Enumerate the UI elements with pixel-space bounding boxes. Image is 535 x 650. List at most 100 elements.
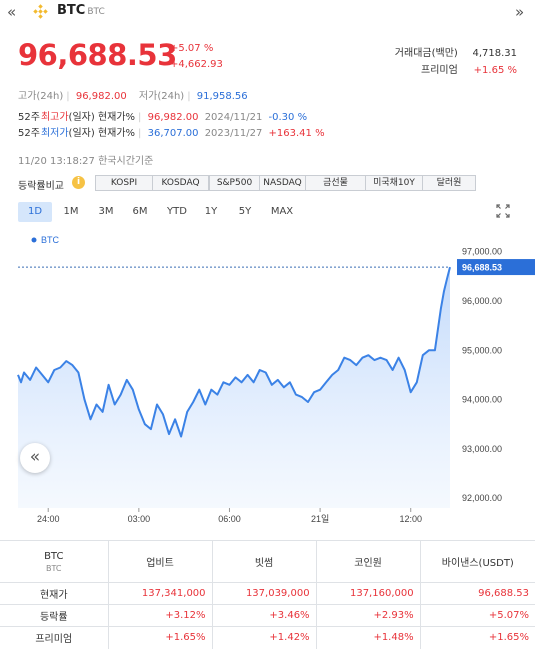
table-cell: +2.93% xyxy=(316,604,421,627)
coin-name: BTC xyxy=(57,3,86,18)
high-24h-label: 고가(24h) xyxy=(18,91,64,102)
table-cell: +5.07% xyxy=(420,604,535,627)
timeframe-tab[interactable]: 3M xyxy=(98,206,114,217)
week52-high-value: 96,982.00 xyxy=(147,112,199,123)
timeframe-tab[interactable]: 6M xyxy=(132,206,148,217)
table-header-col: 바이낸스(USDT) xyxy=(420,540,535,583)
compare-label: 등락률비교 xyxy=(18,181,64,192)
week52-high-suffix: (일자) 현재가% xyxy=(68,112,136,123)
x-tick-label: 12:00 xyxy=(399,514,422,524)
table-header-sub: BTC xyxy=(46,563,62,573)
table-row: 현재가 137,341,000 137,039,000 137,160,000 … xyxy=(0,582,535,605)
y-tick-label: 96,000.00 xyxy=(462,296,502,306)
compare-button[interactable]: 금선물 xyxy=(305,175,366,191)
table-cell: 137,341,000 xyxy=(108,582,213,605)
table-row: 프리미엄 +1.65% +1.42% +1.48% +1.65% xyxy=(0,626,535,649)
week52-high-pct: -0.30 % xyxy=(268,112,308,123)
timeframe-tab[interactable]: 1M xyxy=(63,206,79,217)
table-cell: +1.48% xyxy=(316,626,421,649)
row-label: 등락률 xyxy=(0,604,109,627)
table-cell: 137,039,000 xyxy=(212,582,317,605)
compare-button[interactable]: KOSDAQ xyxy=(152,175,209,191)
premium-stat: 프리미엄 +1.65 % xyxy=(421,61,517,76)
week52-high-label: 최고가 xyxy=(40,112,69,123)
price-chart[interactable]: 96,688.53 97,000.00 96,000.00 95,000.00 94,… xyxy=(0,228,535,530)
timeframe-tab[interactable]: MAX xyxy=(270,206,294,217)
timestamp: 11/20 13:18:27 한국시간기준 xyxy=(18,156,154,167)
legend-dot xyxy=(31,237,37,243)
week52-low-date: 2023/11/27 xyxy=(204,128,263,139)
range-24h: 고가(24h) | 96,982.00 저가(24h) | 91,958.56 xyxy=(18,91,248,102)
table-cell: 137,160,000 xyxy=(316,582,421,605)
week52-low-prefix: 52주 xyxy=(18,128,40,139)
x-tick-label: 21일 xyxy=(311,514,329,524)
y-tick-label: 94,000.00 xyxy=(462,395,502,405)
premium-label: 프리미엄 xyxy=(421,65,458,76)
y-tick-label: 95,000.00 xyxy=(462,345,502,355)
compare-button[interactable]: 달러원 xyxy=(422,175,476,191)
low-24h-label: 저가(24h) xyxy=(138,91,185,102)
table-header-coin: BTC BTC xyxy=(0,540,109,583)
table-cell: +1.42% xyxy=(212,626,317,649)
table-cell: +3.46% xyxy=(212,604,317,627)
table-cell: +3.12% xyxy=(108,604,213,627)
volume-value: 4,718.31 xyxy=(472,48,517,59)
expand-icon[interactable] xyxy=(496,204,510,218)
chevron-double-right-icon[interactable]: » xyxy=(515,3,525,21)
compare-button[interactable]: NASDAQ xyxy=(259,175,306,191)
coin-symbol: BTC xyxy=(87,7,105,17)
info-icon[interactable]: i xyxy=(72,176,85,189)
week52-low-suffix: (일자) 현재가% xyxy=(68,128,136,139)
current-price-badge-label: 96,688.53 xyxy=(462,263,502,273)
change-percent: +5.07 % xyxy=(170,43,214,54)
timeframe-tab[interactable]: YTD xyxy=(167,206,187,217)
timeframe-tab[interactable]: 1D xyxy=(18,202,52,222)
row-label: 현재가 xyxy=(0,582,109,605)
binance-logo-icon xyxy=(33,4,48,19)
week52-low-label: 최저가 xyxy=(40,128,69,139)
table-header-col: 코인원 xyxy=(316,540,421,583)
chart-scroll-back-button[interactable]: « xyxy=(20,443,50,473)
x-tick-label: 06:00 xyxy=(218,514,241,524)
table-cell: 96,688.53 xyxy=(420,582,535,605)
volume-stat: 거래대금(백만) 4,718.31 xyxy=(395,44,517,59)
x-tick-label: 03:00 xyxy=(128,514,151,524)
current-price-badge xyxy=(457,259,535,276)
week52-low-row: 52주최저가(일자) 현재가% | 36,707.00 2023/11/27 +1… xyxy=(18,128,325,139)
price-line xyxy=(17,266,451,438)
change-amount: +4,662.93 xyxy=(170,59,223,70)
week52-high-row: 52주최고가(일자) 현재가% | 96,982.00 2024/11/21 -0… xyxy=(18,112,308,123)
premium-value: +1.65 % xyxy=(473,65,517,76)
price-chart-svg: 96,688.53 97,000.00 96,000.00 95,000.00 94,… xyxy=(17,235,535,524)
y-tick-label: 92,000.00 xyxy=(462,493,502,503)
exchange-table: BTC BTC 업비트 빗썸 코인원 바이낸스(USDT) 현재가 137,341… xyxy=(0,540,535,649)
x-tick-label: 24:00 xyxy=(37,514,60,524)
table-header-col: 업비트 xyxy=(108,540,213,583)
current-price: 96,688.53 xyxy=(18,38,177,72)
timeframe-tab[interactable]: 5Y xyxy=(238,206,252,217)
table-header-col: 빗썸 xyxy=(212,540,317,583)
legend-label: BTC xyxy=(41,235,60,245)
week52-high-date: 2024/11/21 xyxy=(204,112,263,123)
volume-label: 거래대금(백만) xyxy=(394,48,458,59)
table-row: 등락률 +3.12% +3.46% +2.93% +5.07% xyxy=(0,604,535,627)
y-tick-label: 97,000.00 xyxy=(462,247,502,257)
low-24h-value: 91,958.56 xyxy=(196,91,248,102)
price-area-fill xyxy=(18,267,450,508)
compare-button[interactable]: S&P500 xyxy=(209,175,260,191)
table-cell: +1.65% xyxy=(108,626,213,649)
week52-high-prefix: 52주 xyxy=(18,112,40,123)
timeframe-tab[interactable]: 1Y xyxy=(204,206,218,217)
row-label: 프리미엄 xyxy=(0,626,109,649)
high-24h-value: 96,982.00 xyxy=(75,91,127,102)
table-header-row: BTC BTC 업비트 빗썸 코인원 바이낸스(USDT) xyxy=(0,540,535,583)
coin-title: BTC BTC xyxy=(57,3,105,18)
table-header-title: BTC xyxy=(44,550,64,562)
compare-button[interactable]: 미국채10Y xyxy=(365,175,423,191)
week52-low-pct: +163.41 % xyxy=(268,128,325,139)
y-tick-label: 93,000.00 xyxy=(462,444,502,454)
chevron-double-left-icon[interactable]: « xyxy=(7,3,17,21)
compare-button[interactable]: KOSPI xyxy=(95,175,153,191)
week52-low-value: 36,707.00 xyxy=(147,128,199,139)
table-cell: +1.65% xyxy=(420,626,535,649)
